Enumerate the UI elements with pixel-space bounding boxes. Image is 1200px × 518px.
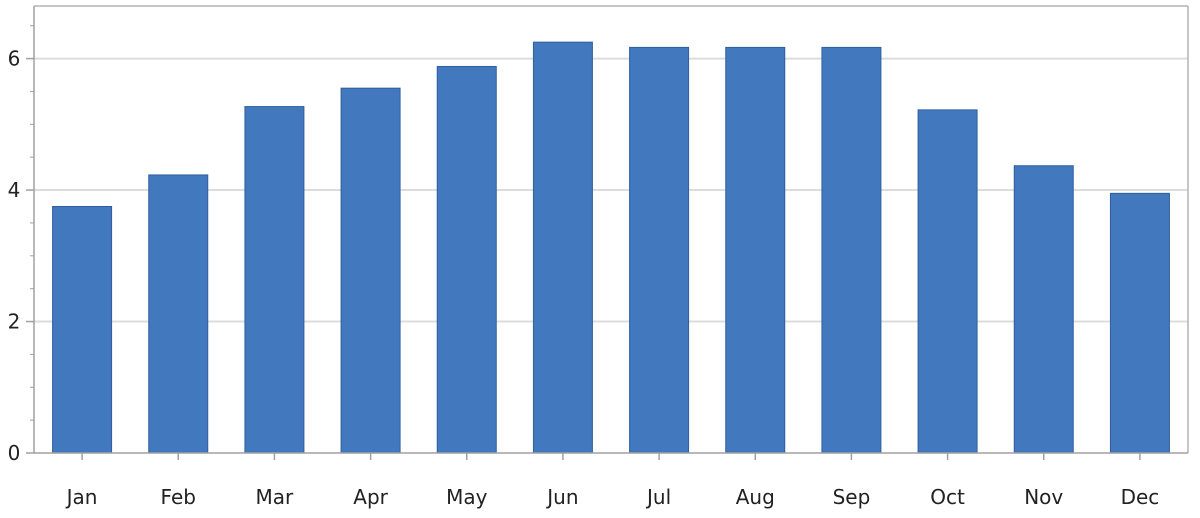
x-tick-label: Apr — [353, 485, 388, 509]
x-tick-label: Feb — [161, 485, 196, 509]
x-tick-label: Jun — [545, 485, 578, 509]
y-tick-label: 0 — [8, 441, 21, 465]
bar-jul — [629, 46, 690, 454]
tick-labels: 0 2 4 6 Jan Feb Mar Apr May Jun Jul Aug Sep Oct Nov Dec — [8, 47, 1160, 509]
bar-nov — [1013, 165, 1074, 454]
bar-aug — [725, 46, 786, 454]
x-tick-label: Aug — [736, 485, 775, 509]
bar-apr — [340, 87, 401, 454]
bar-sep — [821, 46, 882, 454]
x-tick-label: Jul — [645, 485, 671, 509]
bar-jan — [52, 205, 113, 454]
gridlines — [34, 57, 1188, 323]
x-tick-label: Nov — [1024, 485, 1063, 509]
x-tick-label: Oct — [930, 485, 965, 509]
x-tick-label: Mar — [256, 485, 295, 509]
y-tick-label: 4 — [8, 178, 21, 202]
y-tick-label: 6 — [8, 47, 21, 71]
bars — [52, 41, 1170, 454]
bar-jun — [532, 41, 593, 454]
y-tick-label: 2 — [8, 310, 21, 334]
bar-mar — [244, 106, 305, 454]
x-tick-label: May — [446, 485, 488, 509]
bar-feb — [148, 174, 209, 454]
bar-dec — [1109, 192, 1170, 454]
x-tick-label: Sep — [833, 485, 871, 509]
bar-may — [436, 65, 497, 454]
bar-oct — [917, 109, 978, 454]
x-tick-label: Jan — [65, 485, 98, 509]
x-tick-label: Dec — [1121, 485, 1160, 509]
axes — [26, 5, 1189, 460]
